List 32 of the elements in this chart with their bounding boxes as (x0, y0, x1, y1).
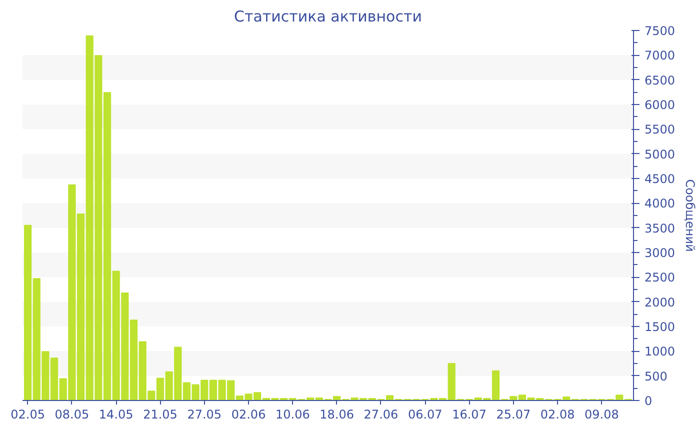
x-tick-label: 09.08 (584, 408, 619, 422)
x-tick-label: 27.05 (187, 408, 222, 422)
x-tick-label: 08.05 (54, 408, 90, 422)
y-tick-label: 6500 (644, 73, 676, 88)
y-tick-label: 4000 (644, 196, 676, 211)
y-tick-label: 3000 (644, 246, 676, 260)
y-tick-label: 7000 (644, 48, 676, 63)
x-tick-label: 10.06 (276, 408, 310, 422)
x-tick-label: 02.06 (231, 408, 266, 422)
y-tick-label: 4500 (644, 172, 676, 186)
y-tick-label: 1000 (644, 344, 676, 359)
y-axis-title: Сообщений (683, 179, 698, 252)
x-tick-label: 16.07 (452, 408, 486, 422)
x-tick-label: 27.06 (364, 408, 398, 422)
x-tick-label: 14.05 (98, 408, 134, 422)
chart-title: Статистика активности (234, 8, 422, 26)
y-tick-label: 1500 (644, 320, 676, 334)
x-tick-label: 18.06 (320, 408, 354, 422)
y-tick-label: 5000 (644, 147, 676, 162)
x-tick-label: 02.08 (540, 408, 575, 422)
x-tick-label: 21.05 (143, 408, 178, 422)
y-tick-label: 2500 (644, 270, 676, 285)
x-tick-label: 06.07 (408, 408, 442, 422)
y-tick-label: 0 (644, 394, 652, 408)
x-tick-label: 02.05 (10, 408, 45, 422)
y-tick-label: 7500 (644, 24, 676, 38)
x-tick-label: 25.07 (496, 408, 531, 422)
y-tick-label: 2000 (644, 295, 676, 310)
y-tick-label: 5500 (644, 122, 676, 137)
y-tick-label: 3500 (644, 221, 676, 236)
y-tick-label: 500 (644, 369, 668, 384)
y-tick-label: 6000 (644, 98, 676, 112)
